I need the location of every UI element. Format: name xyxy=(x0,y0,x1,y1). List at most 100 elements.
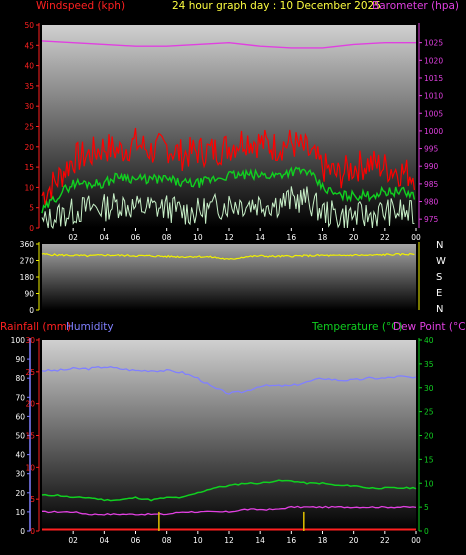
humidity-axis-title: Humidity xyxy=(66,321,114,333)
temperature-y-tick-label: 25 xyxy=(424,408,434,417)
x-tick-label: 18 xyxy=(318,536,328,545)
humidity-y-tick-label: 70 xyxy=(15,393,25,402)
wind-y-tick-label: 35 xyxy=(24,82,34,91)
rain-y-tick-label: 20 xyxy=(25,400,35,409)
barometer-y-tick-label: 1010 xyxy=(424,92,443,101)
x-tick-label: 08 xyxy=(162,536,172,545)
direction-y-tick-label: 90 xyxy=(24,290,34,299)
wind-y-tick-label: 30 xyxy=(24,102,34,111)
temp-plot-area xyxy=(42,340,416,531)
rain-y-tick-label: 0 xyxy=(30,527,35,536)
humidity-y-tick-label: 0 xyxy=(20,527,25,536)
wind-y-tick-label: 5 xyxy=(29,204,34,213)
barometer-y-tick-label: 995 xyxy=(424,145,439,154)
temperature-y-tick-label: 30 xyxy=(424,384,434,393)
barometer-y-tick-label: 1020 xyxy=(424,56,443,65)
x-tick-label: 00 xyxy=(411,233,421,242)
x-tick-label: 00 xyxy=(411,536,421,545)
compass-n-bottom: N xyxy=(436,304,444,315)
x-tick-label: 06 xyxy=(131,233,141,242)
barometer-series xyxy=(41,40,416,49)
wind-y-tick-label: 0 xyxy=(29,224,34,233)
compass-n-top: N xyxy=(436,240,444,251)
humidity-y-tick-label: 90 xyxy=(15,355,25,364)
gust-series xyxy=(41,127,415,205)
x-tick-label: 10 xyxy=(193,233,203,242)
temperature-series xyxy=(41,479,417,502)
temperature-y-tick-label: 15 xyxy=(424,455,434,464)
x-tick-label: 20 xyxy=(349,233,359,242)
windspeed-axis-title: Windspeed (kph) xyxy=(36,0,126,12)
barometer-y-tick-label: 985 xyxy=(424,180,439,189)
humidity-series xyxy=(41,366,417,395)
humidity-y-tick-label: 60 xyxy=(15,412,25,421)
rain-y-tick-label: 30 xyxy=(25,336,35,345)
barometer-y-tick-label: 1000 xyxy=(424,127,443,136)
x-tick-label: 10 xyxy=(193,536,203,545)
x-tick-label: 06 xyxy=(131,536,141,545)
humidity-y-tick-label: 10 xyxy=(15,508,25,517)
barometer-y-tick-label: 1015 xyxy=(424,74,443,83)
temperature-y-tick-label: 5 xyxy=(424,503,429,512)
rainfall-axis-title: Rainfall (mm) xyxy=(0,321,72,333)
barometer-y-tick-label: 975 xyxy=(424,215,439,224)
barometer-y-tick-label: 980 xyxy=(424,198,439,207)
wind-y-tick-label: 50 xyxy=(24,21,34,30)
temperature-y-tick-label: 10 xyxy=(424,479,434,488)
temperature-y-tick-label: 0 xyxy=(424,527,429,536)
rain-y-tick-label: 15 xyxy=(25,432,35,441)
x-tick-label: 22 xyxy=(380,233,390,242)
rain-y-tick-label: 10 xyxy=(25,463,35,472)
x-tick-label: 16 xyxy=(287,233,297,242)
barometer-y-tick-label: 1005 xyxy=(424,109,443,118)
direction-series xyxy=(41,252,415,260)
humidity-y-tick-label: 100 xyxy=(11,336,26,345)
x-tick-label: 20 xyxy=(349,536,359,545)
wind-y-tick-label: 25 xyxy=(24,123,34,132)
wind-y-tick-label: 10 xyxy=(24,183,34,192)
wind-low-series xyxy=(41,186,415,230)
x-tick-label: 14 xyxy=(255,233,265,242)
wind-y-tick-label: 40 xyxy=(24,62,34,71)
x-tick-label: 22 xyxy=(380,536,390,545)
wind-y-tick-label: 45 xyxy=(24,41,34,50)
compass-w: W xyxy=(436,256,446,267)
temperature-y-tick-label: 40 xyxy=(424,336,434,345)
x-tick-label: 16 xyxy=(287,536,297,545)
humidity-y-tick-label: 30 xyxy=(15,470,25,479)
avg-wind-series xyxy=(41,166,416,214)
barometer-axis-title: Barometer (hpa) xyxy=(372,0,460,12)
temperature-y-tick-label: 35 xyxy=(424,360,434,369)
temperature-y-tick-label: 20 xyxy=(424,432,434,441)
rain-y-tick-label: 5 xyxy=(30,495,35,504)
humidity-y-tick-label: 20 xyxy=(15,489,25,498)
rain-y-tick-label: 25 xyxy=(25,368,35,377)
x-tick-label: 04 xyxy=(100,536,110,545)
x-tick-label: 12 xyxy=(224,536,234,545)
temperature-axis-title: Temperature (°C) xyxy=(312,321,403,333)
x-tick-label: 04 xyxy=(100,233,110,242)
x-tick-label: 12 xyxy=(224,233,234,242)
humidity-y-tick-label: 50 xyxy=(15,432,25,441)
x-tick-label: 02 xyxy=(68,536,78,545)
humidity-y-tick-label: 80 xyxy=(15,374,25,383)
page-title: 24 hour graph day : 10 December 2025 xyxy=(172,0,381,12)
direction-y-tick-label: 180 xyxy=(20,273,35,282)
dewpoint-axis-title: Dew Point (°C) xyxy=(393,321,466,333)
wind-y-tick-label: 15 xyxy=(24,163,34,172)
direction-plot-area xyxy=(42,244,416,310)
humidity-y-tick-label: 40 xyxy=(15,451,25,460)
x-tick-label: 14 xyxy=(255,536,265,545)
compass-e: E xyxy=(436,288,443,299)
barometer-y-tick-label: 1025 xyxy=(424,39,443,48)
dewpoint-series xyxy=(42,505,417,516)
direction-y-tick-label: 0 xyxy=(29,306,34,315)
direction-y-tick-label: 270 xyxy=(20,257,35,266)
x-tick-label: 08 xyxy=(162,233,172,242)
direction-y-tick-label: 360 xyxy=(20,240,35,249)
barometer-y-tick-label: 990 xyxy=(424,162,439,171)
x-tick-label: 18 xyxy=(318,233,328,242)
compass-s: S xyxy=(436,272,443,283)
wind-y-tick-label: 20 xyxy=(24,143,34,152)
